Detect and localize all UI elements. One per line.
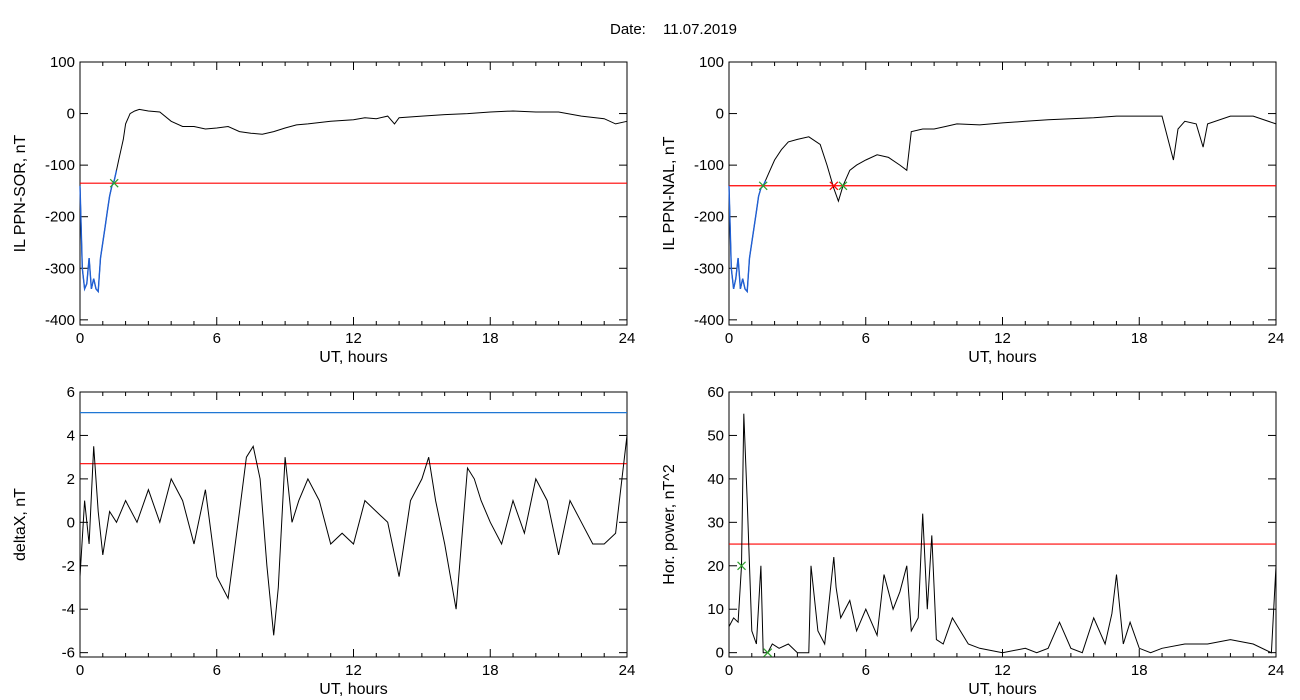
y-tick-label: 60 bbox=[707, 384, 724, 401]
below-threshold-segment bbox=[79, 170, 118, 294]
y-axis-label: IL PPN-NAL, nT bbox=[661, 136, 678, 250]
crossing-marker bbox=[838, 181, 848, 191]
y-tick-label: -6 bbox=[62, 645, 75, 662]
x-tick-label: 24 bbox=[1268, 662, 1285, 679]
crossing-marker bbox=[737, 561, 746, 571]
below-threshold-segment bbox=[728, 180, 767, 294]
y-tick-label: -2 bbox=[62, 558, 75, 575]
series-line bbox=[79, 108, 628, 293]
date-label: Date: bbox=[610, 21, 646, 38]
y-tick-label: -300 bbox=[694, 260, 724, 277]
y-tick-label: 20 bbox=[707, 558, 724, 575]
y-tick-label: 100 bbox=[699, 54, 724, 71]
y-tick-label: 4 bbox=[67, 427, 75, 444]
chart-panel-top-left: 0 6 12 18 24 -400 -300 -200 -100 0 100 UT, hours IL … bbox=[12, 54, 635, 366]
y-tick-label: 0 bbox=[716, 106, 724, 123]
y-tick-label: -100 bbox=[45, 157, 75, 174]
x-axis-label: UT, hours bbox=[319, 349, 387, 366]
marker-stroke bbox=[758, 181, 768, 191]
marker-stroke bbox=[829, 181, 839, 191]
y-tick-label: -100 bbox=[694, 157, 724, 174]
chart-panel-top-right: 0 6 12 18 24 -400 -300 -200 -100 0 100 UT, hours IL … bbox=[661, 54, 1284, 366]
series-line bbox=[79, 435, 628, 636]
x-tick-label: 6 bbox=[213, 330, 221, 347]
x-tick-label: 18 bbox=[1131, 330, 1148, 347]
x-tick-label: 18 bbox=[482, 662, 499, 679]
series-line bbox=[728, 115, 1277, 293]
y-tick-label: 100 bbox=[50, 54, 75, 71]
y-tick-label: -400 bbox=[694, 312, 724, 329]
y-tick-label: 2 bbox=[67, 471, 75, 488]
y-axis-label: Hor. power, nT^2 bbox=[661, 464, 678, 585]
date-value: 11.07.2019 bbox=[663, 21, 737, 38]
x-tick-label: 24 bbox=[619, 662, 636, 679]
y-tick-label: -400 bbox=[45, 312, 75, 329]
x-axis-label: UT, hours bbox=[319, 681, 387, 698]
y-tick-label: 0 bbox=[67, 514, 75, 531]
y-tick-label: 6 bbox=[67, 384, 75, 401]
x-axis-label: UT, hours bbox=[968, 681, 1036, 698]
y-tick-label: 10 bbox=[707, 601, 724, 618]
plot-frame bbox=[728, 61, 1277, 326]
x-tick-label: 6 bbox=[862, 662, 870, 679]
y-tick-label: 50 bbox=[707, 427, 724, 444]
marker-stroke bbox=[109, 178, 119, 188]
x-tick-label: 24 bbox=[1268, 330, 1285, 347]
x-tick-label: 12 bbox=[994, 330, 1011, 347]
chart-panel-bottom-right: 0 6 12 18 24 0 10 20 30 40 50 60 UT, hours Hor. power… bbox=[661, 384, 1284, 698]
x-tick-label: 0 bbox=[76, 330, 84, 347]
plot-frame bbox=[728, 391, 1277, 658]
marker-stroke bbox=[737, 561, 746, 571]
y-axis-label: deltaX, nT bbox=[12, 488, 29, 561]
marker-stroke bbox=[763, 648, 773, 658]
y-tick-label: 40 bbox=[707, 471, 724, 488]
x-tick-label: 6 bbox=[862, 330, 870, 347]
x-tick-label: 18 bbox=[1131, 662, 1148, 679]
x-tick-label: 12 bbox=[345, 330, 362, 347]
crossing-marker bbox=[109, 178, 119, 188]
x-tick-label: 6 bbox=[213, 662, 221, 679]
crossing-marker bbox=[758, 181, 768, 191]
marker-stroke bbox=[838, 181, 848, 191]
x-tick-label: 24 bbox=[619, 330, 636, 347]
crossing-marker bbox=[763, 648, 773, 658]
crossing-marker bbox=[829, 181, 839, 191]
x-tick-label: 18 bbox=[482, 330, 499, 347]
x-tick-label: 12 bbox=[994, 662, 1011, 679]
x-tick-label: 12 bbox=[345, 662, 362, 679]
y-tick-label: 0 bbox=[716, 645, 724, 662]
y-tick-label: 0 bbox=[67, 106, 75, 123]
y-tick-label: 30 bbox=[707, 514, 724, 531]
y-tick-label: -200 bbox=[694, 209, 724, 226]
y-tick-label: -300 bbox=[45, 260, 75, 277]
x-tick-label: 0 bbox=[725, 662, 733, 679]
x-tick-label: 0 bbox=[76, 662, 84, 679]
y-tick-label: -200 bbox=[45, 209, 75, 226]
y-axis-label: IL PPN-SOR, nT bbox=[12, 134, 29, 252]
plot-frame bbox=[79, 391, 628, 658]
x-tick-label: 0 bbox=[725, 330, 733, 347]
plot-frame bbox=[79, 61, 628, 326]
x-axis-label: UT, hours bbox=[968, 349, 1036, 366]
y-tick-label: -4 bbox=[62, 601, 75, 618]
series-line bbox=[728, 413, 1277, 654]
